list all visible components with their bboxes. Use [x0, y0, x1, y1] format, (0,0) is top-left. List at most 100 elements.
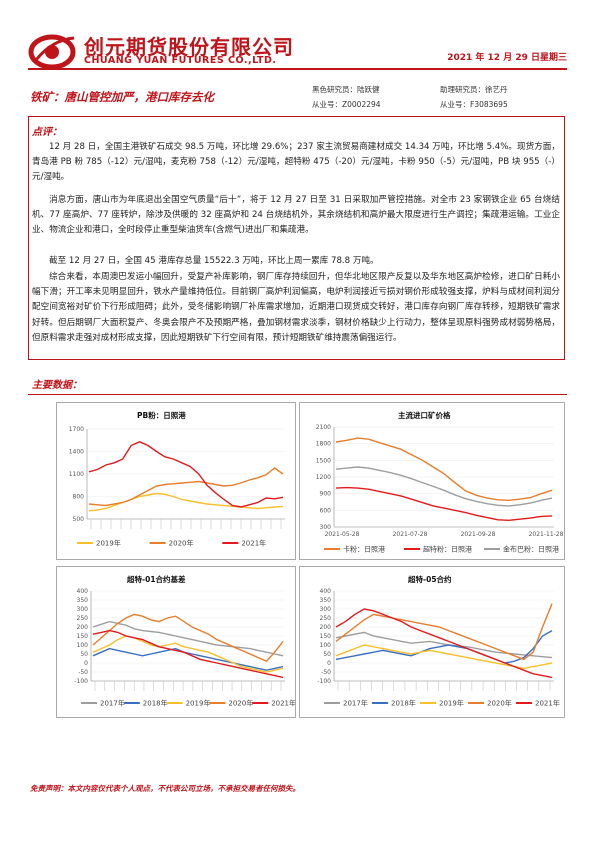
series-line [88, 492, 284, 512]
y-tick-label: 200 [77, 624, 89, 631]
y-tick-label: -100 [317, 678, 331, 685]
y-tick-label: 50 [80, 651, 88, 658]
series-line [335, 608, 553, 679]
y-tick-label: -100 [74, 678, 88, 685]
y-tick-label: 300 [320, 524, 332, 531]
series-line [92, 613, 284, 663]
series-line [335, 631, 553, 659]
comment-paragraph-1: 12 月 28 日，全国主港铁矿石成交 98.5 万吨，环比增 29.6%；23… [32, 142, 560, 183]
company-name-cn: 创元期货股份有限公司 [84, 35, 294, 59]
y-tick-label: 1100 [69, 471, 84, 478]
y-tick-label: 400 [77, 588, 89, 595]
legend-label: 2018年 [391, 699, 416, 708]
legend-label: 金布巴粉：日照港 [503, 545, 559, 554]
series-line [335, 644, 553, 670]
series-line [92, 635, 284, 673]
chart-canvas: 400 350 300 250 200 150 100 50 0 -50 -100 2017年 2018… [317, 588, 560, 708]
comment-paragraph-3: 截至 12 月 27 日，全国 45 港库存总量 15522.3 万吨，环比上周… [49, 256, 379, 266]
series-line [335, 437, 553, 502]
main-data-label: 主要数据： [32, 380, 82, 391]
y-tick-label: 900 [320, 491, 332, 498]
report-title: 铁矿：唐山管控加严，港口库存去化 [30, 90, 214, 104]
comment-paragraph-4: 综合来看，本周澳巴发运小幅回升，受复产补库影响，钢厂库存持续回升，但华北地区限产… [32, 272, 560, 343]
assistant-cert: 从业号：F3083695 [440, 100, 508, 109]
chart-title: 主流进口矿价格 [398, 411, 451, 420]
report-date: 2021 年 12 月 29 日星期三 [447, 53, 567, 63]
legend-label: 2017年 [343, 699, 368, 708]
legend-label: 2019年 [439, 699, 464, 708]
x-tick-label: 2021-11-28 [529, 531, 564, 538]
y-tick-label: 300 [320, 606, 332, 613]
analyst-name: 黑色研究员：陆跃健 [312, 85, 380, 94]
y-tick-label: 800 [73, 494, 85, 501]
comment-paragraph-2: 消息方面，唐山市为年底退出全国空气质量“后十”，将于 12 月 27 日至 31… [32, 195, 560, 236]
y-tick-label: 250 [77, 615, 89, 622]
chart-title: 超特-01合约基差 [127, 575, 186, 584]
comment-label: 点评： [32, 127, 62, 138]
y-tick-label: 1700 [69, 426, 84, 433]
y-tick-label: 50 [323, 651, 331, 658]
y-tick-label: 100 [320, 642, 332, 649]
chart-basis-01: 超特-01合约基差 400 350 300 250 200 150 100 50 0 -50 -10… [56, 566, 296, 718]
legend-label: 卡粉：日照港 [343, 545, 385, 554]
company-logo [28, 34, 76, 70]
assistant-name: 助理研究员：徐艺丹 [440, 85, 508, 94]
chart-title: 超特-05合约 [408, 575, 452, 584]
chart-pb-rizhao: PB粉：日照港 1700 1400 1100 800 500 2019年 2020年 2021… [56, 402, 296, 560]
chart-canvas: 1700 1400 1100 800 500 2019年 2020年 2021年 [69, 426, 285, 548]
legend-label: 2021年 [241, 539, 266, 548]
y-tick-label: 100 [77, 642, 89, 649]
legend-label: 2021年 [271, 699, 295, 708]
y-tick-label: 400 [320, 588, 332, 595]
chart-basis-05: 超特-05合约 400 350 300 250 200 150 100 50 0 -50 -100 2… [299, 566, 565, 718]
y-tick-label: 250 [320, 615, 332, 622]
y-tick-label: 1400 [69, 449, 84, 456]
y-tick-label: -50 [321, 669, 331, 676]
legend-label: 2018年 [143, 699, 168, 708]
series-line [92, 647, 284, 671]
x-tick-label: 2021-07-28 [393, 531, 428, 538]
y-tick-label: 150 [77, 633, 89, 640]
legend-label: 2020年 [169, 539, 194, 548]
y-tick-label: 1500 [316, 457, 331, 464]
x-tick-label: 2021-05-28 [325, 531, 360, 538]
y-tick-label: 1800 [316, 441, 331, 448]
y-tick-label: 0 [84, 660, 88, 667]
y-tick-label: 1200 [316, 474, 331, 481]
header-divider [28, 68, 567, 70]
series-line [335, 486, 553, 522]
company-name-en: CHUANG YUAN FUTURES CO.,LTD. [84, 55, 277, 66]
analyst-cert: 从业号：Z0002294 [312, 100, 381, 109]
y-tick-label: 350 [77, 597, 89, 604]
main-data-divider [28, 394, 567, 395]
x-tick-label: 2021-09-28 [461, 531, 496, 538]
y-tick-label: 350 [320, 597, 332, 604]
y-tick-label: 0 [327, 660, 331, 667]
legend-label: 2019年 [186, 699, 211, 708]
series-line [335, 603, 553, 661]
legend-label: 超特粉：日照港 [423, 545, 472, 554]
chart-import-ore-prices: 主流进口矿价格 2100 1800 1500 1200 900 600 300 2021-05… [299, 402, 565, 560]
series-line [92, 620, 284, 657]
comment-box [28, 116, 565, 360]
series-line [88, 467, 284, 507]
legend-label: 2021年 [535, 699, 560, 708]
legend-label: 2020年 [228, 699, 253, 708]
legend-label: 2020年 [487, 699, 512, 708]
legend-label: 2017年 [100, 699, 125, 708]
series-line [88, 441, 284, 508]
y-tick-label: 200 [320, 624, 332, 631]
y-tick-label: 600 [320, 507, 332, 514]
series-line [335, 466, 553, 507]
y-tick-label: 500 [73, 516, 85, 523]
series-line [335, 629, 553, 664]
y-tick-label: -50 [78, 669, 88, 676]
legend-label: 2019年 [96, 539, 121, 548]
chart-title: PB粉：日照港 [137, 411, 186, 420]
y-tick-label: 150 [320, 633, 332, 640]
y-tick-label: 300 [77, 606, 89, 613]
y-tick-label: 2100 [316, 424, 331, 431]
series-line [92, 629, 284, 679]
chart-canvas: 400 350 300 250 200 150 100 50 0 -50 -100 2017年 2018… [74, 588, 295, 708]
